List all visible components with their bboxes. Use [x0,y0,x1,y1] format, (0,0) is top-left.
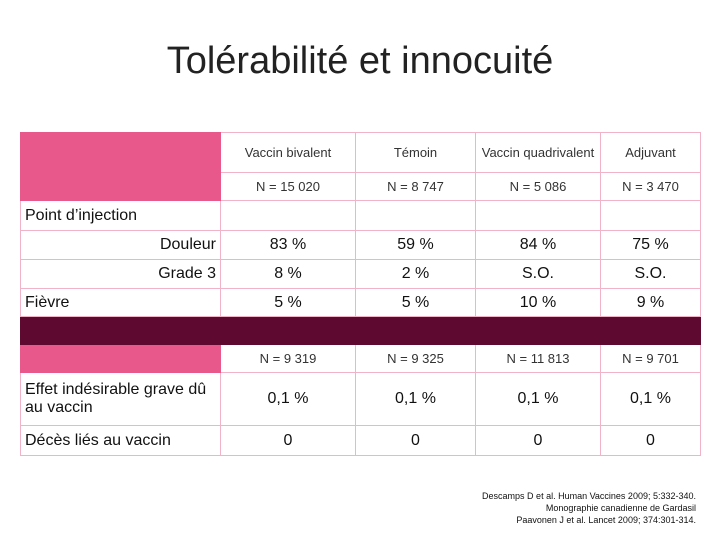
value-cell: 0,1 % [355,372,476,426]
column-header: Vaccin bivalent [220,132,356,173]
count-cell: N = 3 470 [600,172,701,201]
table-row: Douleur 83 % 59 % 84 % 75 % [20,230,701,260]
column-header: Vaccin quadrivalent [475,132,601,173]
value-cell: 0 [220,425,356,456]
value-cell: 0 [600,425,701,456]
empty-cell [220,200,356,231]
table-row: Point d’injection [20,200,701,231]
value-cell: 8 % [220,259,356,289]
table-row: Effet indésirable grave dû au vaccin 0,1 … [20,372,701,426]
value-cell: 0 [475,425,601,456]
corner-cell [20,172,221,201]
corner-cell [20,132,221,173]
row-label: Douleur [20,230,221,260]
footnote: Descamps D et al. Human Vaccines 2009; 5… [482,491,696,501]
table: Vaccin bivalent Témoin Vaccin quadrivalent… [20,132,701,456]
corner-cell [20,344,221,373]
count-cell: N = 8 747 [355,172,476,201]
value-cell: 5 % [355,288,476,317]
row-label: Fièvre [20,288,221,317]
table-row [20,316,701,345]
value-cell: 0 [355,425,476,456]
value-cell: S.O. [600,259,701,289]
row-label: Décès liés au vaccin [20,425,221,456]
count-cell: N = 5 086 [475,172,601,201]
table-row: N = 9 319 N = 9 325 N = 11 813 N = 9 701 [20,344,701,373]
row-label: Grade 3 [20,259,221,289]
value-cell: 0,1 % [475,372,601,426]
column-header: Adjuvant [600,132,701,173]
value-cell: 9 % [600,288,701,317]
table-row: Fièvre 5 % 5 % 10 % 9 % [20,288,701,317]
separator [20,316,701,345]
empty-cell [600,200,701,231]
empty-cell [355,200,476,231]
value-cell: 10 % [475,288,601,317]
value-cell: 84 % [475,230,601,260]
value-cell: 0,1 % [220,372,356,426]
value-cell: S.O. [475,259,601,289]
section-label: Point d’injection [20,200,221,231]
count-cell: N = 9 701 [600,344,701,373]
table-row: N = 15 020 N = 8 747 N = 5 086 N = 3 470 [20,172,701,201]
count-cell: N = 15 020 [220,172,356,201]
footnote: Paavonen J et al. Lancet 2009; 374:301-3… [516,515,696,525]
column-header: Témoin [355,132,476,173]
value-cell: 5 % [220,288,356,317]
footnote: Monographie canadienne de Gardasil [545,503,696,513]
table-row: Vaccin bivalent Témoin Vaccin quadrivalent… [20,132,701,173]
count-cell: N = 9 325 [355,344,476,373]
value-cell: 2 % [355,259,476,289]
empty-cell [475,200,601,231]
value-cell: 75 % [600,230,701,260]
count-cell: N = 9 319 [220,344,356,373]
value-cell: 59 % [355,230,476,260]
footnotes: Descamps D et al. Human Vaccines 2009; 5… [482,490,696,526]
table-row: Décès liés au vaccin 0 0 0 0 [20,425,701,456]
count-cell: N = 11 813 [475,344,601,373]
row-label: Effet indésirable grave dû au vaccin [20,372,221,426]
title: Tolérabilité et innocuité [166,40,554,82]
value-cell: 83 % [220,230,356,260]
value-cell: 0,1 % [600,372,701,426]
